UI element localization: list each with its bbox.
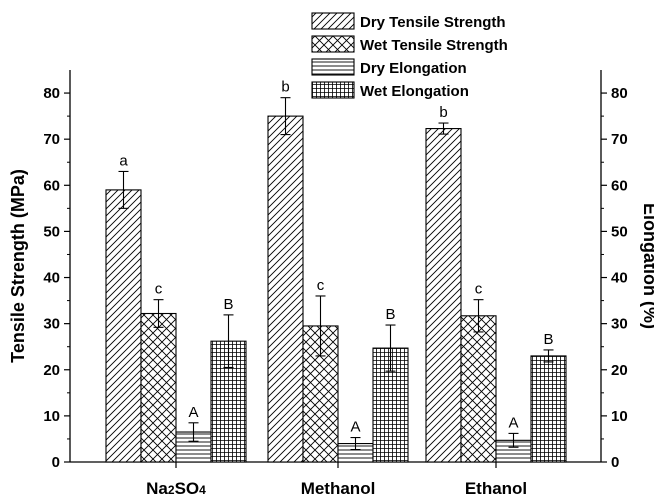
significance-label: a bbox=[119, 152, 128, 169]
left-tick-label: 80 bbox=[43, 85, 60, 102]
bar bbox=[460, 315, 497, 463]
category-label: Methanol bbox=[301, 479, 376, 497]
y2-axis-title: Elongation (%) bbox=[640, 203, 654, 329]
bar bbox=[530, 355, 567, 463]
significance-label: B bbox=[385, 306, 395, 323]
significance-label: c bbox=[475, 281, 483, 298]
left-tick-label: 0 bbox=[52, 454, 60, 471]
right-tick-label: 30 bbox=[611, 316, 628, 333]
category-label: Ethanol bbox=[465, 479, 527, 497]
left-tick-label: 50 bbox=[43, 223, 60, 240]
right-tick-label: 10 bbox=[611, 408, 628, 425]
category-labels: Na2SO4 Methanol Ethanol bbox=[146, 479, 527, 497]
category-label: Na2SO4 bbox=[146, 479, 206, 497]
left-tick-label: 20 bbox=[43, 362, 60, 379]
left-tick-label: 60 bbox=[43, 177, 60, 194]
legend-swatch bbox=[311, 58, 355, 76]
right-tick-label: 0 bbox=[611, 454, 619, 471]
bar-series: a c A Bb c A Bb c A B bbox=[105, 79, 567, 463]
right-tick-label: 60 bbox=[611, 177, 628, 194]
legend: Dry Tensile Strength Wet Tensile Strength… bbox=[311, 12, 508, 100]
left-tick-label: 70 bbox=[43, 131, 60, 148]
significance-label: A bbox=[188, 404, 198, 421]
significance-label: c bbox=[317, 277, 325, 294]
significance-label: B bbox=[543, 331, 553, 348]
x-axis-ticks bbox=[175, 462, 497, 468]
significance-label: b bbox=[439, 104, 447, 121]
right-axis-ticks: 0 10 20 30 40 50 60 70 80 bbox=[601, 85, 628, 471]
bar bbox=[140, 312, 177, 463]
left-axis-ticks: 0 10 20 30 40 50 60 70 80 bbox=[43, 85, 70, 471]
right-tick-label: 70 bbox=[611, 131, 628, 148]
legend-label: Dry Tensile Strength bbox=[360, 14, 506, 31]
legend-swatch bbox=[311, 81, 355, 99]
legend-label: Dry Elongation bbox=[360, 60, 467, 77]
left-tick-label: 30 bbox=[43, 316, 60, 333]
bar bbox=[267, 115, 304, 463]
left-tick-label: 10 bbox=[43, 408, 60, 425]
legend-swatch bbox=[311, 12, 355, 30]
significance-label: A bbox=[508, 414, 518, 431]
significance-label: B bbox=[223, 296, 233, 313]
right-tick-label: 50 bbox=[611, 223, 628, 240]
significance-label: c bbox=[155, 281, 163, 298]
right-tick-label: 20 bbox=[611, 362, 628, 379]
significance-label: b bbox=[281, 79, 289, 96]
significance-label: A bbox=[350, 419, 360, 436]
right-tick-label: 40 bbox=[611, 270, 628, 287]
bar bbox=[425, 128, 462, 463]
left-tick-label: 40 bbox=[43, 270, 60, 287]
bar bbox=[105, 189, 142, 463]
y-axis-title: Tensile Strength (MPa) bbox=[8, 169, 28, 363]
legend-swatch bbox=[311, 35, 355, 53]
right-tick-label: 80 bbox=[611, 85, 628, 102]
legend-label: Wet Tensile Strength bbox=[360, 37, 508, 54]
legend-label: Wet Elongation bbox=[360, 83, 469, 100]
